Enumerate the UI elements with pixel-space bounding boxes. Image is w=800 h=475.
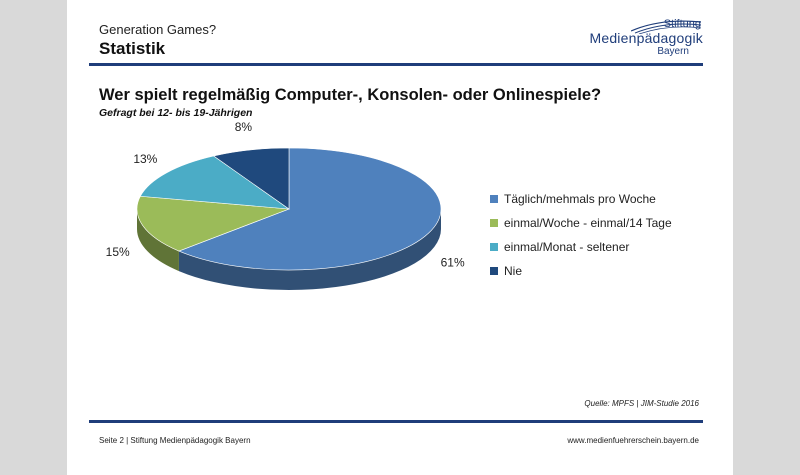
logo-text-bottom: Bayern bbox=[657, 46, 689, 57]
pie-slice-3 bbox=[212, 147, 290, 210]
pie-slice-1 bbox=[136, 195, 290, 252]
header-divider bbox=[89, 63, 703, 66]
logo-lines-icon bbox=[631, 20, 701, 34]
legend-swatch-weekly bbox=[490, 219, 498, 227]
pie-slice-0 bbox=[178, 147, 442, 271]
pie-label-3: 8% bbox=[235, 120, 253, 134]
chart-subtitle: Gefragt bei 12- bis 19-Jährigen bbox=[99, 107, 253, 119]
slide-subtitle: Generation Games? bbox=[99, 22, 217, 37]
legend-label-weekly: einmal/Woche - einmal/14 Tage bbox=[504, 216, 672, 230]
source-note: Quelle: MPFS | JIM-Studie 2016 bbox=[584, 399, 699, 408]
chart-title: Wer spielt regelmäßig Computer-, Konsole… bbox=[99, 86, 602, 104]
slide: Generation Games? Statistik Stiftung Med… bbox=[67, 0, 733, 475]
logo-text-top: Stiftung bbox=[663, 18, 701, 30]
footer-divider bbox=[89, 420, 703, 423]
pie-slice-2 bbox=[139, 155, 291, 210]
legend-swatch-monthly bbox=[490, 243, 498, 251]
pie-data-labels: 61% 15% 13% 8% bbox=[106, 120, 465, 270]
footer-url: www.medienfuehrerschein.bayern.de bbox=[567, 436, 699, 445]
pie-slices bbox=[136, 147, 442, 271]
footer-left: Seite 2 | Stiftung Medienpädagogik Bayer… bbox=[99, 436, 251, 445]
pie-label-0: 61% bbox=[441, 255, 465, 269]
legend-label-daily: Täglich/mehmals pro Woche bbox=[504, 192, 656, 206]
legend-label-never: Nie bbox=[504, 264, 523, 278]
pie-label-2: 13% bbox=[133, 152, 157, 166]
logo-text-main: Medienpädagogik bbox=[589, 30, 703, 46]
legend-label-monthly: einmal/Monat - seltener bbox=[504, 240, 630, 254]
legend-swatch-never bbox=[490, 267, 498, 275]
logo: Stiftung Medienpädagogik Bayern bbox=[573, 16, 703, 60]
pie-side-0 bbox=[178, 209, 441, 290]
pie-chart: 61% 15% 13% 8% bbox=[106, 120, 465, 290]
pie-label-1: 15% bbox=[106, 245, 130, 259]
slide-title: Statistik bbox=[99, 39, 166, 58]
legend-swatch-daily bbox=[490, 195, 498, 203]
